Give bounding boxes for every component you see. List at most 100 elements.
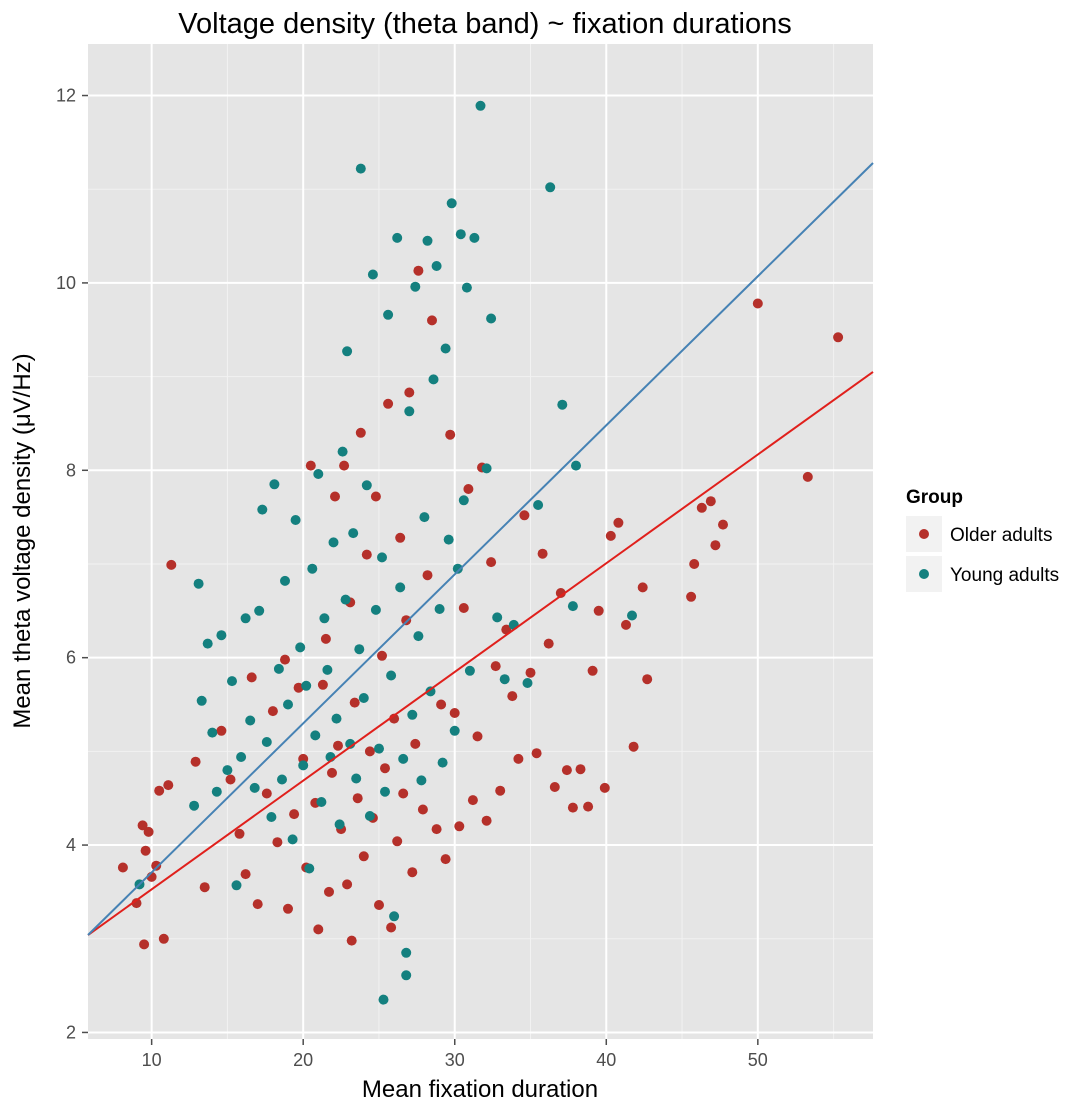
data-point-young-adults bbox=[310, 730, 321, 741]
data-point-older-adults bbox=[313, 924, 324, 935]
data-point-older-adults bbox=[252, 899, 263, 910]
data-point-older-adults bbox=[240, 869, 251, 880]
data-point-older-adults bbox=[339, 460, 350, 471]
data-point-young-adults bbox=[351, 773, 362, 784]
data-point-older-adults bbox=[317, 679, 328, 690]
data-point-older-adults bbox=[599, 782, 610, 793]
data-point-young-adults bbox=[328, 537, 339, 548]
data-point-older-adults bbox=[374, 900, 384, 910]
data-point-older-adults bbox=[361, 549, 372, 560]
data-point-older-adults bbox=[140, 845, 151, 856]
data-point-older-adults bbox=[531, 748, 542, 759]
data-point-young-adults bbox=[295, 642, 306, 653]
data-point-older-adults bbox=[346, 935, 357, 946]
data-point-older-adults bbox=[166, 559, 177, 570]
data-point-young-adults bbox=[334, 819, 345, 830]
x-tick-label: 50 bbox=[748, 1050, 768, 1070]
data-point-older-adults bbox=[234, 828, 245, 839]
data-point-young-adults bbox=[355, 163, 366, 174]
data-point-older-adults bbox=[472, 731, 483, 742]
data-point-young-adults bbox=[207, 727, 218, 738]
y-tick-label: 12 bbox=[56, 86, 76, 106]
data-point-older-adults bbox=[137, 820, 148, 831]
y-tick-label: 10 bbox=[56, 273, 76, 293]
data-point-young-adults bbox=[269, 479, 280, 490]
data-point-older-adults bbox=[380, 763, 390, 774]
data-point-older-adults bbox=[151, 860, 162, 871]
legend-label-young-adults: Young adults bbox=[950, 565, 1059, 586]
data-point-older-adults bbox=[293, 682, 304, 693]
data-point-older-adults bbox=[427, 315, 437, 326]
data-point-young-adults bbox=[280, 575, 290, 586]
data-point-young-adults bbox=[287, 834, 298, 845]
data-point-older-adults bbox=[555, 588, 566, 598]
data-point-young-adults bbox=[567, 601, 578, 612]
data-point-young-adults bbox=[401, 970, 412, 981]
data-point-young-adults bbox=[354, 644, 365, 655]
data-point-young-adults bbox=[440, 343, 451, 354]
legend-label-older-adults: Older adults bbox=[950, 525, 1052, 546]
data-point-young-adults bbox=[374, 743, 384, 754]
data-point-older-adults bbox=[567, 802, 578, 813]
data-point-older-adults bbox=[519, 510, 530, 521]
data-point-older-adults bbox=[333, 740, 343, 751]
data-point-older-adults bbox=[386, 922, 397, 933]
data-point-older-adults bbox=[199, 882, 210, 893]
data-point-young-adults bbox=[261, 737, 272, 747]
data-point-older-adults bbox=[537, 548, 548, 559]
data-point-young-adults bbox=[449, 725, 460, 736]
data-point-young-adults bbox=[240, 613, 251, 624]
x-tick-label: 30 bbox=[445, 1050, 465, 1070]
data-point-young-adults bbox=[389, 911, 400, 922]
legend-title: Group bbox=[906, 487, 963, 508]
data-point-older-adults bbox=[436, 699, 447, 710]
data-point-young-adults bbox=[434, 604, 445, 614]
legend-item-older-adults: Older adults bbox=[906, 516, 1052, 552]
data-point-older-adults bbox=[458, 603, 469, 613]
data-point-young-adults bbox=[392, 232, 403, 243]
data-point-older-adults bbox=[225, 774, 236, 785]
data-point-older-adults bbox=[705, 496, 716, 507]
data-point-older-adults bbox=[190, 756, 201, 767]
data-point-young-adults bbox=[458, 495, 469, 506]
data-point-young-adults bbox=[545, 182, 556, 193]
x-tick-label: 40 bbox=[596, 1050, 616, 1070]
data-point-young-adults bbox=[304, 863, 315, 874]
data-point-older-adults bbox=[605, 530, 616, 541]
data-point-young-adults bbox=[446, 198, 457, 209]
data-point-young-adults bbox=[437, 757, 448, 768]
data-point-young-adults bbox=[401, 947, 412, 958]
data-point-young-adults bbox=[254, 605, 265, 616]
data-point-older-adults bbox=[413, 265, 424, 276]
data-point-older-adults bbox=[445, 429, 456, 440]
data-point-young-adults bbox=[364, 811, 375, 821]
data-point-older-adults bbox=[305, 460, 316, 471]
data-point-older-adults bbox=[486, 557, 497, 568]
data-point-young-adults bbox=[407, 709, 418, 720]
data-point-older-adults bbox=[802, 471, 813, 482]
data-point-older-adults bbox=[575, 764, 586, 775]
data-point-older-adults bbox=[246, 672, 257, 683]
data-point-young-adults bbox=[461, 282, 472, 293]
data-point-young-adults bbox=[383, 309, 394, 320]
chart-title: Voltage density (theta band) ~ fixation … bbox=[178, 8, 791, 40]
data-point-older-adults bbox=[283, 903, 293, 914]
data-point-young-adults bbox=[266, 812, 277, 822]
data-point-older-adults bbox=[327, 767, 337, 778]
data-point-older-adults bbox=[490, 661, 501, 672]
data-point-young-adults bbox=[378, 994, 389, 1005]
data-point-older-adults bbox=[710, 540, 721, 551]
data-point-older-adults bbox=[139, 939, 150, 950]
data-point-older-adults bbox=[395, 532, 406, 543]
data-point-young-adults bbox=[301, 680, 312, 691]
data-point-young-adults bbox=[307, 563, 318, 574]
data-point-older-adults bbox=[358, 851, 369, 862]
data-point-older-adults bbox=[158, 933, 169, 944]
data-point-older-adults bbox=[320, 633, 331, 644]
data-point-older-adults bbox=[718, 519, 728, 530]
data-point-young-adults bbox=[211, 786, 222, 797]
data-point-young-adults bbox=[404, 406, 415, 417]
legend-item-young-adults: Young adults bbox=[906, 556, 1059, 592]
data-point-young-adults bbox=[273, 663, 284, 674]
data-point-young-adults bbox=[361, 480, 372, 491]
